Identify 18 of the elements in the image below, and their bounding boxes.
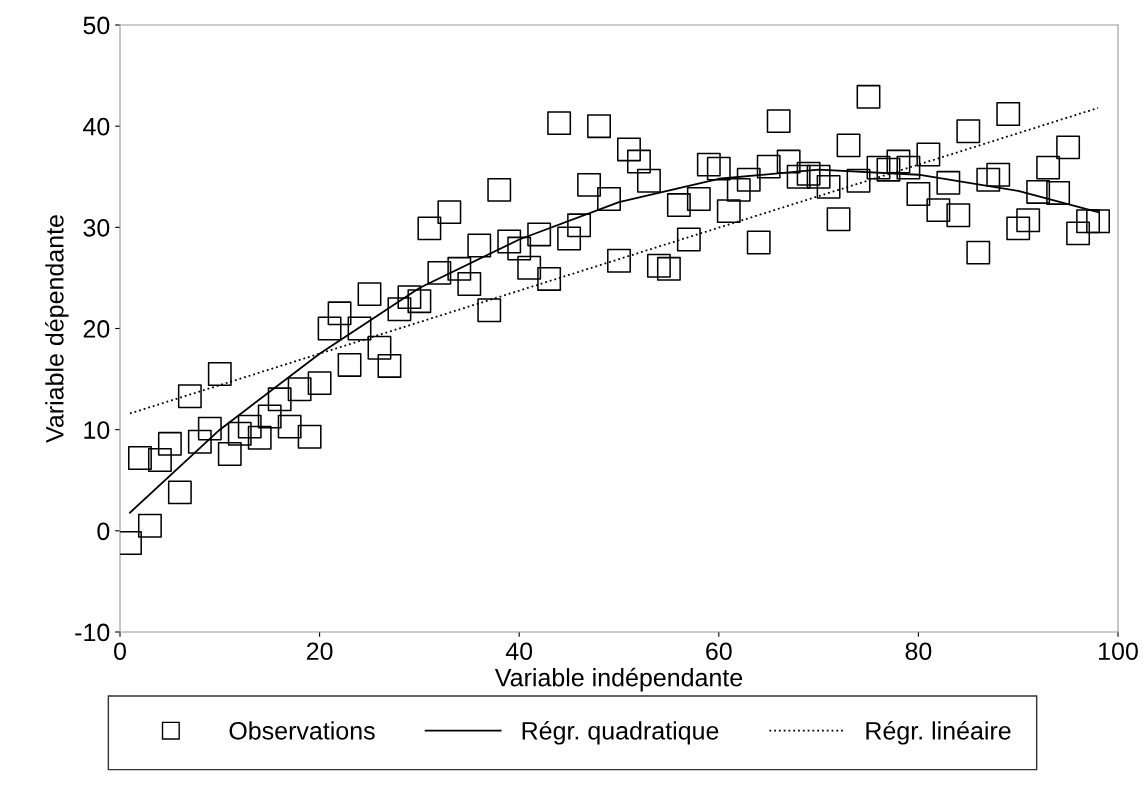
y-axis-title: Variable dépendante [45, 215, 69, 443]
x-tick-label: 20 [306, 642, 333, 661]
y-tick-label: 0 [97, 522, 110, 541]
y-tick-label: 30 [83, 218, 110, 237]
x-tick-label: 60 [706, 642, 732, 661]
x-tick-label: 0 [114, 642, 126, 661]
y-tick-label: 20 [83, 320, 110, 338]
legend-label: Régr. linéaire [866, 721, 1011, 745]
y-tick-label: -10 [75, 623, 110, 642]
x-axis-title: Variable indépendante [494, 667, 743, 692]
x-tick-label: 100 [1099, 642, 1138, 661]
legend-label: Observations [229, 721, 375, 740]
y-tick-label: 10 [84, 421, 110, 439]
legend-label: Régr. quadratique [522, 721, 719, 745]
x-tick-label: 40 [505, 642, 533, 661]
y-tick-label: 40 [83, 117, 110, 136]
y-tick-label: 50 [83, 16, 110, 35]
x-tick-label: 80 [905, 642, 932, 661]
